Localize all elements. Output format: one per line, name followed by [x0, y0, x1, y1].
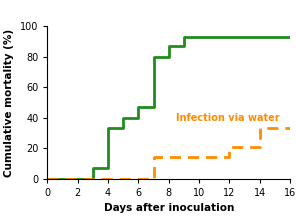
Text: Infection via cannibalism: Infection via cannibalism	[0, 217, 1, 218]
Text: Infection via water: Infection via water	[176, 113, 280, 123]
X-axis label: Days after inoculation: Days after inoculation	[104, 203, 234, 213]
Y-axis label: Cumulative mortality (%): Cumulative mortality (%)	[4, 28, 15, 177]
